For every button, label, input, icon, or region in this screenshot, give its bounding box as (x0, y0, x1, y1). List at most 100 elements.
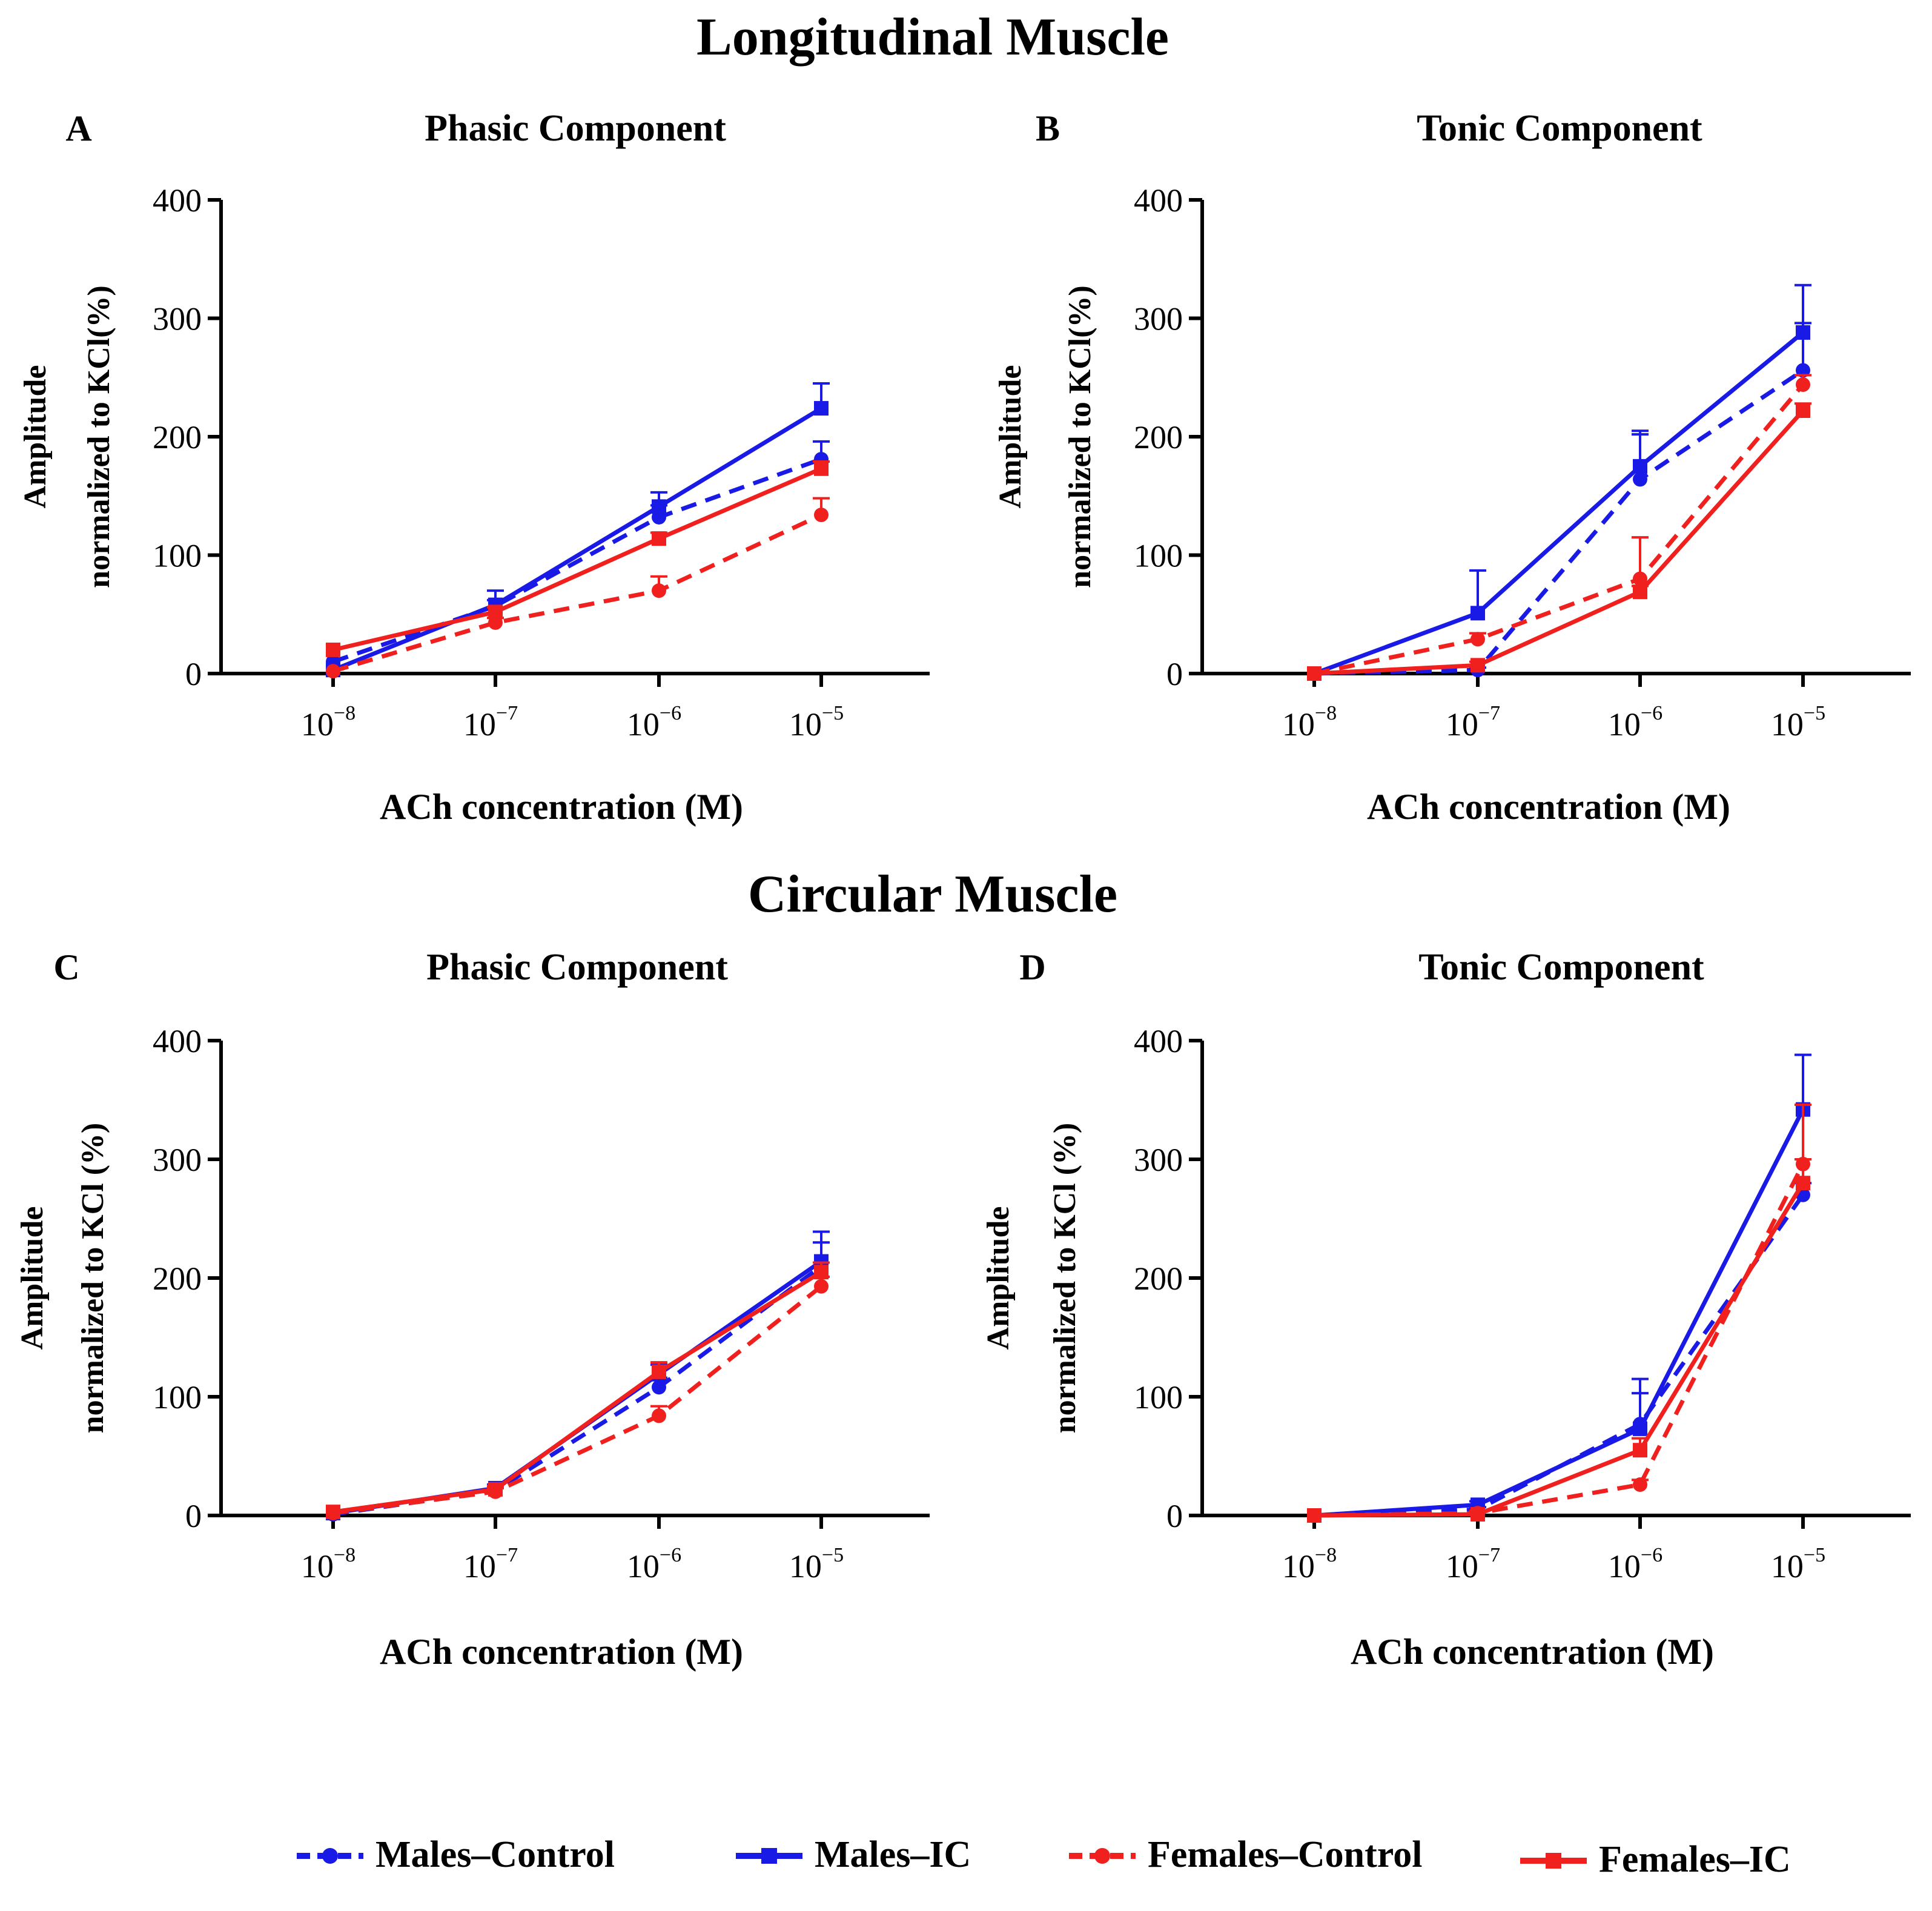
x-axis-label-b: ACh concentration (M) (1367, 787, 1730, 827)
data-point-males-ic-d (1633, 1421, 1647, 1436)
x-tick-label-d: 10−6 (1608, 1544, 1662, 1585)
x-tick-label-b: 10−5 (1771, 702, 1825, 743)
panel-letter-d: D (1019, 947, 1045, 987)
data-point-females-ic-a (488, 604, 503, 620)
legend-label-males-ic: Males–IC (815, 1834, 971, 1875)
y-tick-label-c: 0 (185, 1498, 202, 1534)
data-point-females-ic-a (652, 531, 666, 546)
y-tick-label-b: 0 (1166, 656, 1183, 692)
data-point-females-ic-d (1307, 1508, 1322, 1523)
x-tick-label-c: 10−5 (789, 1544, 844, 1585)
y-axis-label-line2-a: normalized to KCl(%) (82, 285, 116, 588)
series-line-females-ic-c (332, 1270, 822, 1514)
y-tick-label-c: 100 (153, 1379, 202, 1416)
panel-letter-a: A (65, 108, 91, 148)
y-tick-label-a: 100 (153, 538, 202, 574)
legend-marker-females-ic (1546, 1853, 1561, 1869)
x-tick-label-d: 10−7 (1446, 1544, 1500, 1585)
x-tick-label-b: 10−8 (1282, 702, 1337, 743)
series-line-males-ic-d (1314, 1108, 1805, 1518)
data-point-males-control-c (652, 1380, 666, 1395)
data-point-females-control-d (1633, 1477, 1647, 1492)
y-tick-label-b: 100 (1134, 538, 1183, 574)
x-tick-label-a: 10−8 (301, 702, 356, 743)
y-tick-label-d: 400 (1134, 1023, 1183, 1059)
y-tick-label-b: 400 (1134, 182, 1183, 219)
data-point-males-ic-b (1796, 325, 1810, 340)
y-axis-label-line2-b: normalized to KCl(%) (1063, 285, 1097, 588)
data-point-males-control-b (1633, 472, 1647, 487)
data-point-females-control-a (814, 508, 829, 523)
y-tick-label-d: 200 (1134, 1260, 1183, 1297)
x-axis-label-a: ACh concentration (M) (380, 787, 743, 827)
data-point-females-ic-b (1307, 666, 1322, 681)
x-axis-label-d: ACh concentration (M) (1351, 1632, 1714, 1672)
legend-marker-males-control (322, 1848, 338, 1864)
data-point-females-ic-c (652, 1364, 666, 1379)
data-point-males-ic-b (1471, 606, 1485, 621)
data-point-females-ic-d (1633, 1443, 1647, 1458)
panel-letter-c: C (53, 947, 79, 987)
data-point-females-control-a (652, 583, 666, 598)
y-tick-label-a: 0 (185, 656, 202, 692)
y-tick-label-d: 300 (1134, 1142, 1183, 1178)
x-tick-label-d: 10−8 (1282, 1544, 1337, 1585)
data-point-females-control-a (326, 664, 340, 679)
series-line-females-ic-d (1314, 1182, 1805, 1518)
panel-b: B Tonic Component Amplitude normalized to K… (993, 108, 1911, 827)
x-tick-label-d: 10−5 (1771, 1544, 1825, 1585)
series-line-females-ic-a (332, 466, 822, 652)
legend-marker-males-ic (761, 1848, 777, 1864)
series-line-males-ic-a (332, 406, 822, 672)
y-tick-label-a: 200 (153, 419, 202, 455)
panel-title-c: Phasic Component (426, 947, 728, 988)
panel-a: A Phasic Component Amplitude normalized to … (18, 108, 930, 827)
legend-marker-females-control (1094, 1848, 1110, 1864)
data-point-females-control-b (1471, 632, 1485, 647)
data-point-females-control-b (1633, 571, 1647, 586)
data-point-females-ic-a (326, 642, 340, 657)
data-point-males-ic-a (652, 499, 666, 514)
y-tick-label-c: 400 (153, 1023, 202, 1059)
data-point-females-ic-b (1633, 585, 1647, 600)
series-line-males-control-a (332, 457, 822, 664)
data-point-females-ic-b (1796, 403, 1810, 418)
panel-title-b: Tonic Component (1417, 108, 1702, 149)
section-title-circular: Circular Muscle (748, 865, 1117, 924)
series-line-males-control-b (1314, 368, 1804, 676)
data-point-males-ic-b (1633, 459, 1647, 474)
x-tick-label-b: 10−6 (1608, 702, 1662, 743)
data-point-females-control-c (652, 1408, 666, 1423)
y-tick-label-a: 400 (153, 182, 202, 219)
series-line-females-ic-b (1314, 409, 1805, 676)
data-point-females-ic-c (814, 1265, 829, 1280)
series-line-females-control-b (1314, 383, 1805, 676)
data-point-females-ic-d (1796, 1176, 1810, 1191)
panel-d: D Tonic Component Amplitude normalized to K… (981, 947, 1911, 1672)
series-line-males-ic-c (332, 1259, 822, 1515)
y-axis-label-line1-d: Amplitude (981, 1207, 1016, 1350)
series-line-females-control-d (1314, 1163, 1805, 1518)
data-point-males-ic-a (814, 401, 829, 416)
y-tick-label-b: 300 (1134, 301, 1183, 337)
data-point-females-control-c (814, 1279, 829, 1294)
y-axis-label-line1-a: Amplitude (18, 365, 53, 509)
series-line-males-ic-b (1313, 331, 1805, 676)
series-line-females-control-a (332, 512, 822, 674)
y-tick-label-b: 200 (1134, 419, 1183, 455)
x-axis-label-c: ACh concentration (M) (380, 1632, 743, 1672)
data-point-females-control-b (1796, 377, 1810, 392)
y-tick-label-d: 0 (1166, 1498, 1183, 1534)
x-tick-label-b: 10−7 (1446, 702, 1500, 743)
legend: Males–Control Males–IC Females–Control Fema… (297, 1834, 1791, 1880)
y-axis-label-line1-b: Amplitude (993, 365, 1028, 509)
legend-label-males-control: Males–Control (375, 1834, 615, 1875)
y-tick-label-c: 200 (153, 1260, 202, 1297)
panel-letter-b: B (1036, 108, 1060, 148)
data-point-females-ic-d (1471, 1507, 1485, 1522)
panel-title-a: Phasic Component (425, 108, 726, 149)
data-point-females-ic-c (326, 1505, 340, 1520)
panel-title-d: Tonic Component (1418, 947, 1704, 988)
x-tick-label-a: 10−5 (789, 702, 844, 743)
